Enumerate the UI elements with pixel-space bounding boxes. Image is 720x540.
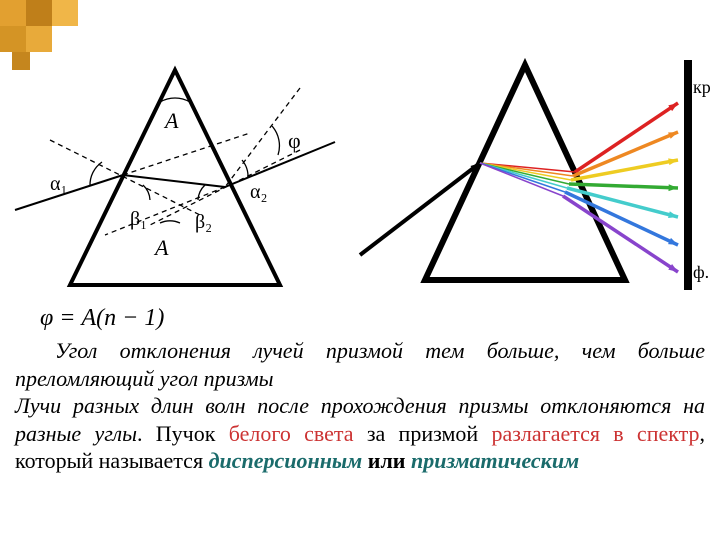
svg-text:A: A: [153, 235, 169, 260]
text-white-light: белого света: [229, 421, 354, 446]
svg-text:β₂: β₂: [195, 211, 212, 233]
deviation-formula: φ = A(n − 1): [40, 305, 720, 332]
svg-text:A: A: [163, 108, 179, 133]
dispersion-spectrum-diagram: кр.ф.: [350, 40, 700, 300]
text-deviation-rule: Угол отклонения лучей призмой тем больше: [55, 338, 554, 363]
svg-text:β₁: β₁: [130, 208, 147, 230]
svg-text:φ: φ: [288, 128, 301, 153]
explanation-text: Угол отклонения лучей призмой тем больше…: [0, 332, 720, 485]
svg-text:α₂: α₂: [250, 181, 267, 203]
diagrams-row: Aα₁β₁β₂α₂φA кр.ф.: [0, 0, 720, 310]
text-spectrum: разлагается в спектр: [491, 421, 699, 446]
svg-text:ф.: ф.: [693, 262, 709, 282]
svg-text:α₁: α₁: [50, 173, 67, 195]
svg-text:кр.: кр.: [693, 77, 710, 97]
refraction-angles-diagram: Aα₁ β₁ β₂ α₂ φ A: [10, 40, 340, 300]
text-prismatic: призматическим: [411, 448, 579, 473]
text-dispersive: дисперсионным: [209, 448, 363, 473]
